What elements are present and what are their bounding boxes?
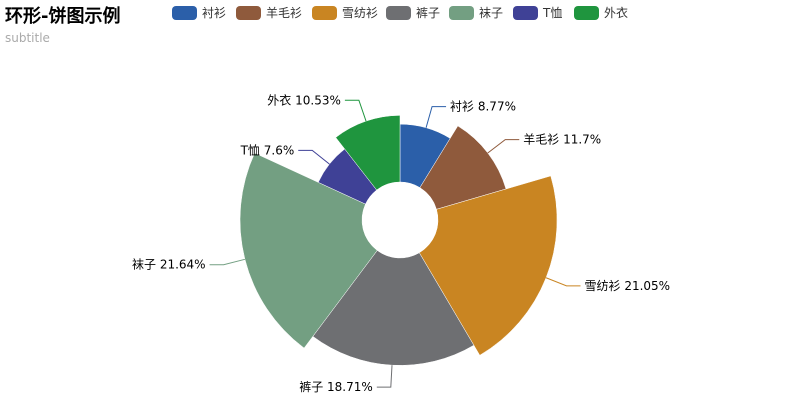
chart-subtitle: subtitle — [5, 31, 50, 45]
legend-swatch — [312, 6, 337, 20]
label-leader-line — [425, 106, 447, 128]
data-label: 外衣 10.53% — [267, 92, 341, 107]
chart-title: 环形-饼图示例 — [5, 6, 121, 27]
pie-labels: 衬衫 8.77% 羊毛衫 11.7% 雪纺衫 21.05% 裤子 18.71% 袜子 2… — [132, 92, 670, 394]
pie-slices — [239, 115, 558, 366]
legend-swatch — [513, 6, 538, 20]
data-label: 雪纺衫 21.05% — [585, 279, 671, 293]
data-label: 羊毛衫 11.7% — [523, 132, 601, 147]
legend-label: 羊毛衫 — [266, 6, 303, 20]
legend-label: T恤 — [543, 6, 563, 20]
slice-socks[interactable] — [239, 152, 378, 349]
data-label: 袜子 21.64% — [132, 258, 206, 272]
legend-label: 衬衫 — [202, 6, 227, 20]
label-leader-line — [487, 139, 520, 154]
data-label: T恤 7.6% — [240, 143, 295, 157]
legend-label: 裤子 — [416, 6, 441, 20]
label-leader-line — [209, 258, 246, 266]
legend-swatch — [236, 6, 261, 20]
slice-coat[interactable] — [335, 115, 401, 191]
legend-label: 雪纺衫 — [342, 6, 379, 20]
legend: 衬衫 羊毛衫 雪纺衫 裤子 袜子 T恤 外衣 — [0, 0, 800, 30]
data-label: 裤子 18.71% — [299, 380, 373, 394]
legend-swatch — [574, 6, 599, 20]
legend-swatch — [386, 6, 411, 20]
label-leader-line — [298, 149, 330, 165]
data-label: 衬衫 8.77% — [450, 100, 516, 114]
slice-pants[interactable] — [312, 250, 475, 366]
label-leader-line — [545, 277, 581, 287]
legend-label: 外衣 — [604, 6, 629, 20]
slice-chiffon[interactable] — [418, 175, 558, 356]
legend-swatch — [172, 6, 197, 20]
label-leader-line — [344, 99, 367, 122]
label-leader-line — [376, 365, 393, 388]
legend-label: 袜子 — [479, 6, 504, 20]
legend-swatch — [449, 6, 474, 20]
